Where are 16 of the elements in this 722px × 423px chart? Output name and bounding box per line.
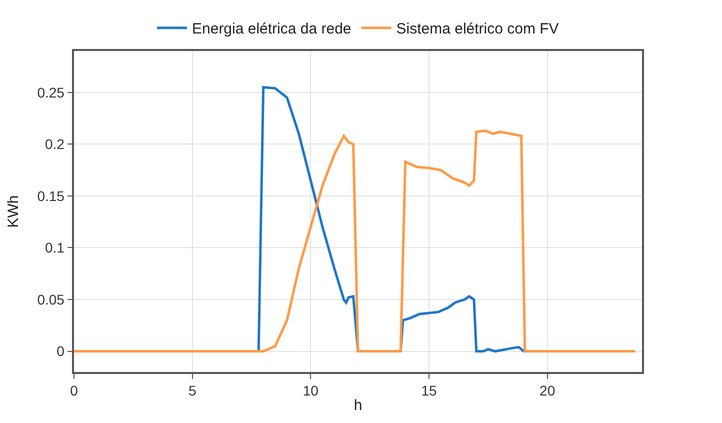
x-tick-label: 10 xyxy=(302,382,319,399)
x-tick-label: 5 xyxy=(188,382,196,399)
y-tick-label: 0 xyxy=(56,343,65,360)
x-tick-label: 0 xyxy=(70,382,78,399)
line-series xyxy=(74,129,636,353)
x-axis-title: h xyxy=(354,397,362,414)
y-tick-label: 0.05 xyxy=(37,291,65,308)
x-tick-label: 15 xyxy=(421,382,437,399)
legend-label: Energia elétrica da rede xyxy=(192,20,352,38)
y-tick-label: 0.2 xyxy=(44,136,65,152)
y-tick-label: 0.25 xyxy=(37,84,65,100)
x-tick-label: 20 xyxy=(540,382,556,399)
legend-label: Sistema elétrico com FV xyxy=(396,20,559,38)
y-axis-title: KWh xyxy=(4,195,22,228)
y-tick-label: 0.1 xyxy=(44,240,65,256)
y-tick-label: 0.15 xyxy=(37,188,65,204)
